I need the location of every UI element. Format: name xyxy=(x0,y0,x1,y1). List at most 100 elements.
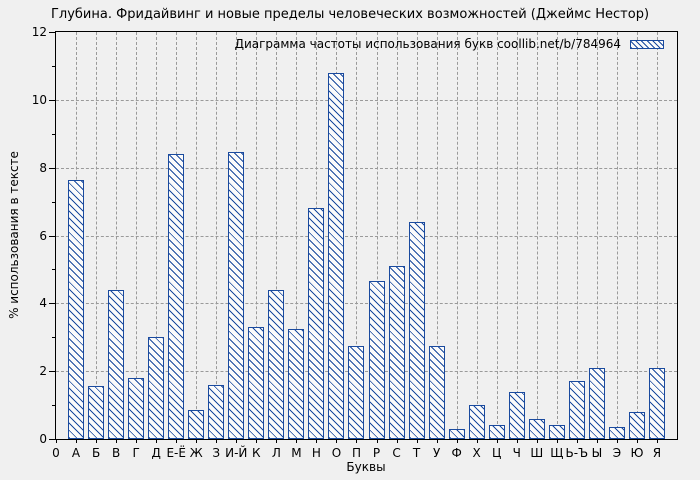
x-tick-label: Ш xyxy=(530,446,544,460)
x-tick-label: Т xyxy=(412,446,421,460)
y-tick-label: 4 xyxy=(39,296,47,311)
x-tick-label: В xyxy=(111,446,121,460)
y-tick-minor xyxy=(52,201,55,203)
x-tick-label: Х xyxy=(472,446,481,460)
v-gridline xyxy=(576,32,578,439)
x-tick xyxy=(216,439,218,443)
y-tick-label: 8 xyxy=(39,160,47,175)
x-tick-label: О xyxy=(331,446,342,460)
v-gridline xyxy=(96,32,98,439)
v-gridline xyxy=(436,32,438,439)
x-tick-label: А xyxy=(71,446,81,460)
v-gridline xyxy=(396,32,398,439)
v-gridline xyxy=(376,32,378,439)
v-gridline xyxy=(516,32,518,439)
x-tick xyxy=(616,439,618,443)
x-tick-label: З xyxy=(212,446,221,460)
x-tick-label: Ж xyxy=(189,446,203,460)
chart-title: Глубина. Фридайвинг и новые пределы чело… xyxy=(50,7,650,22)
x-axis-title: Буквы xyxy=(346,460,386,474)
x-tick xyxy=(176,439,178,443)
x-tick-label: Ь-Ъ xyxy=(565,446,589,460)
x-tick-label: Щ xyxy=(550,446,564,460)
bar xyxy=(508,391,525,439)
x-tick-label: М xyxy=(291,446,302,460)
y-tick-minor xyxy=(52,405,55,407)
y-tick-label: 0 xyxy=(39,432,47,446)
x-tick xyxy=(356,439,358,443)
x-tick xyxy=(476,439,478,443)
x-tick xyxy=(336,439,338,443)
x-tick xyxy=(376,439,378,443)
bar xyxy=(348,345,365,439)
x-tick-label: Ц xyxy=(492,446,502,460)
x-tick-label: Л xyxy=(271,446,281,460)
v-gridline xyxy=(136,32,138,439)
x-tick-label: Я xyxy=(652,446,662,460)
bar xyxy=(548,425,565,439)
v-gridline xyxy=(656,32,658,439)
plot-area: Диаграмма частоты использования букв coo… xyxy=(55,31,678,440)
x-tick xyxy=(436,439,438,443)
bar xyxy=(368,281,385,439)
bar xyxy=(68,179,85,439)
x-tick xyxy=(516,439,518,443)
bar xyxy=(408,221,425,439)
bar xyxy=(608,427,625,439)
bar xyxy=(568,381,585,439)
x-tick xyxy=(56,439,57,443)
y-tick-major xyxy=(49,167,55,169)
v-gridline xyxy=(296,32,298,439)
bar xyxy=(88,386,105,439)
x-tick-label: Р xyxy=(372,446,381,460)
x-tick xyxy=(596,439,598,443)
v-gridline xyxy=(496,32,498,439)
x-tick xyxy=(556,439,558,443)
x-tick-label: Ф xyxy=(451,446,462,460)
y-tick-label: 6 xyxy=(39,228,47,243)
v-gridline xyxy=(116,32,118,439)
bar xyxy=(148,337,165,439)
x-tick xyxy=(496,439,498,443)
bar xyxy=(528,418,545,439)
bar xyxy=(188,410,205,439)
y-tick-major xyxy=(49,235,55,237)
x-tick-label: К xyxy=(252,446,261,460)
x-tick xyxy=(276,439,278,443)
y-tick-label: 12 xyxy=(31,25,47,39)
bar xyxy=(488,425,505,439)
x-tick-label: У xyxy=(432,446,441,460)
y-tick-minor xyxy=(52,269,55,271)
bar xyxy=(208,384,225,439)
y-tick-minor xyxy=(52,133,55,135)
y-tick-major xyxy=(49,32,55,33)
h-gridline xyxy=(56,167,677,169)
y-tick-major xyxy=(49,439,55,440)
x-tick xyxy=(576,439,578,443)
x-tick-label: 0 xyxy=(52,446,60,460)
bar xyxy=(308,208,325,439)
bar xyxy=(428,345,445,439)
v-gridline xyxy=(636,32,638,439)
v-gridline xyxy=(196,32,198,439)
y-tick-label: 2 xyxy=(39,364,47,379)
x-tick-label: П xyxy=(351,446,361,460)
x-tick xyxy=(116,439,118,443)
x-tick-label: Н xyxy=(311,446,321,460)
bar xyxy=(628,411,645,439)
bar xyxy=(588,367,605,439)
x-tick xyxy=(316,439,318,443)
bar xyxy=(288,328,305,439)
v-gridline xyxy=(476,32,478,439)
v-gridline xyxy=(276,32,278,439)
y-tick-major xyxy=(49,371,55,373)
bar xyxy=(448,428,465,439)
bar xyxy=(388,266,405,439)
x-tick xyxy=(156,439,158,443)
bar xyxy=(468,405,485,439)
x-tick-label: Э xyxy=(612,446,622,460)
y-tick-label: 10 xyxy=(31,92,47,107)
bar xyxy=(328,72,345,439)
bar xyxy=(108,289,125,439)
v-gridline xyxy=(616,32,618,439)
